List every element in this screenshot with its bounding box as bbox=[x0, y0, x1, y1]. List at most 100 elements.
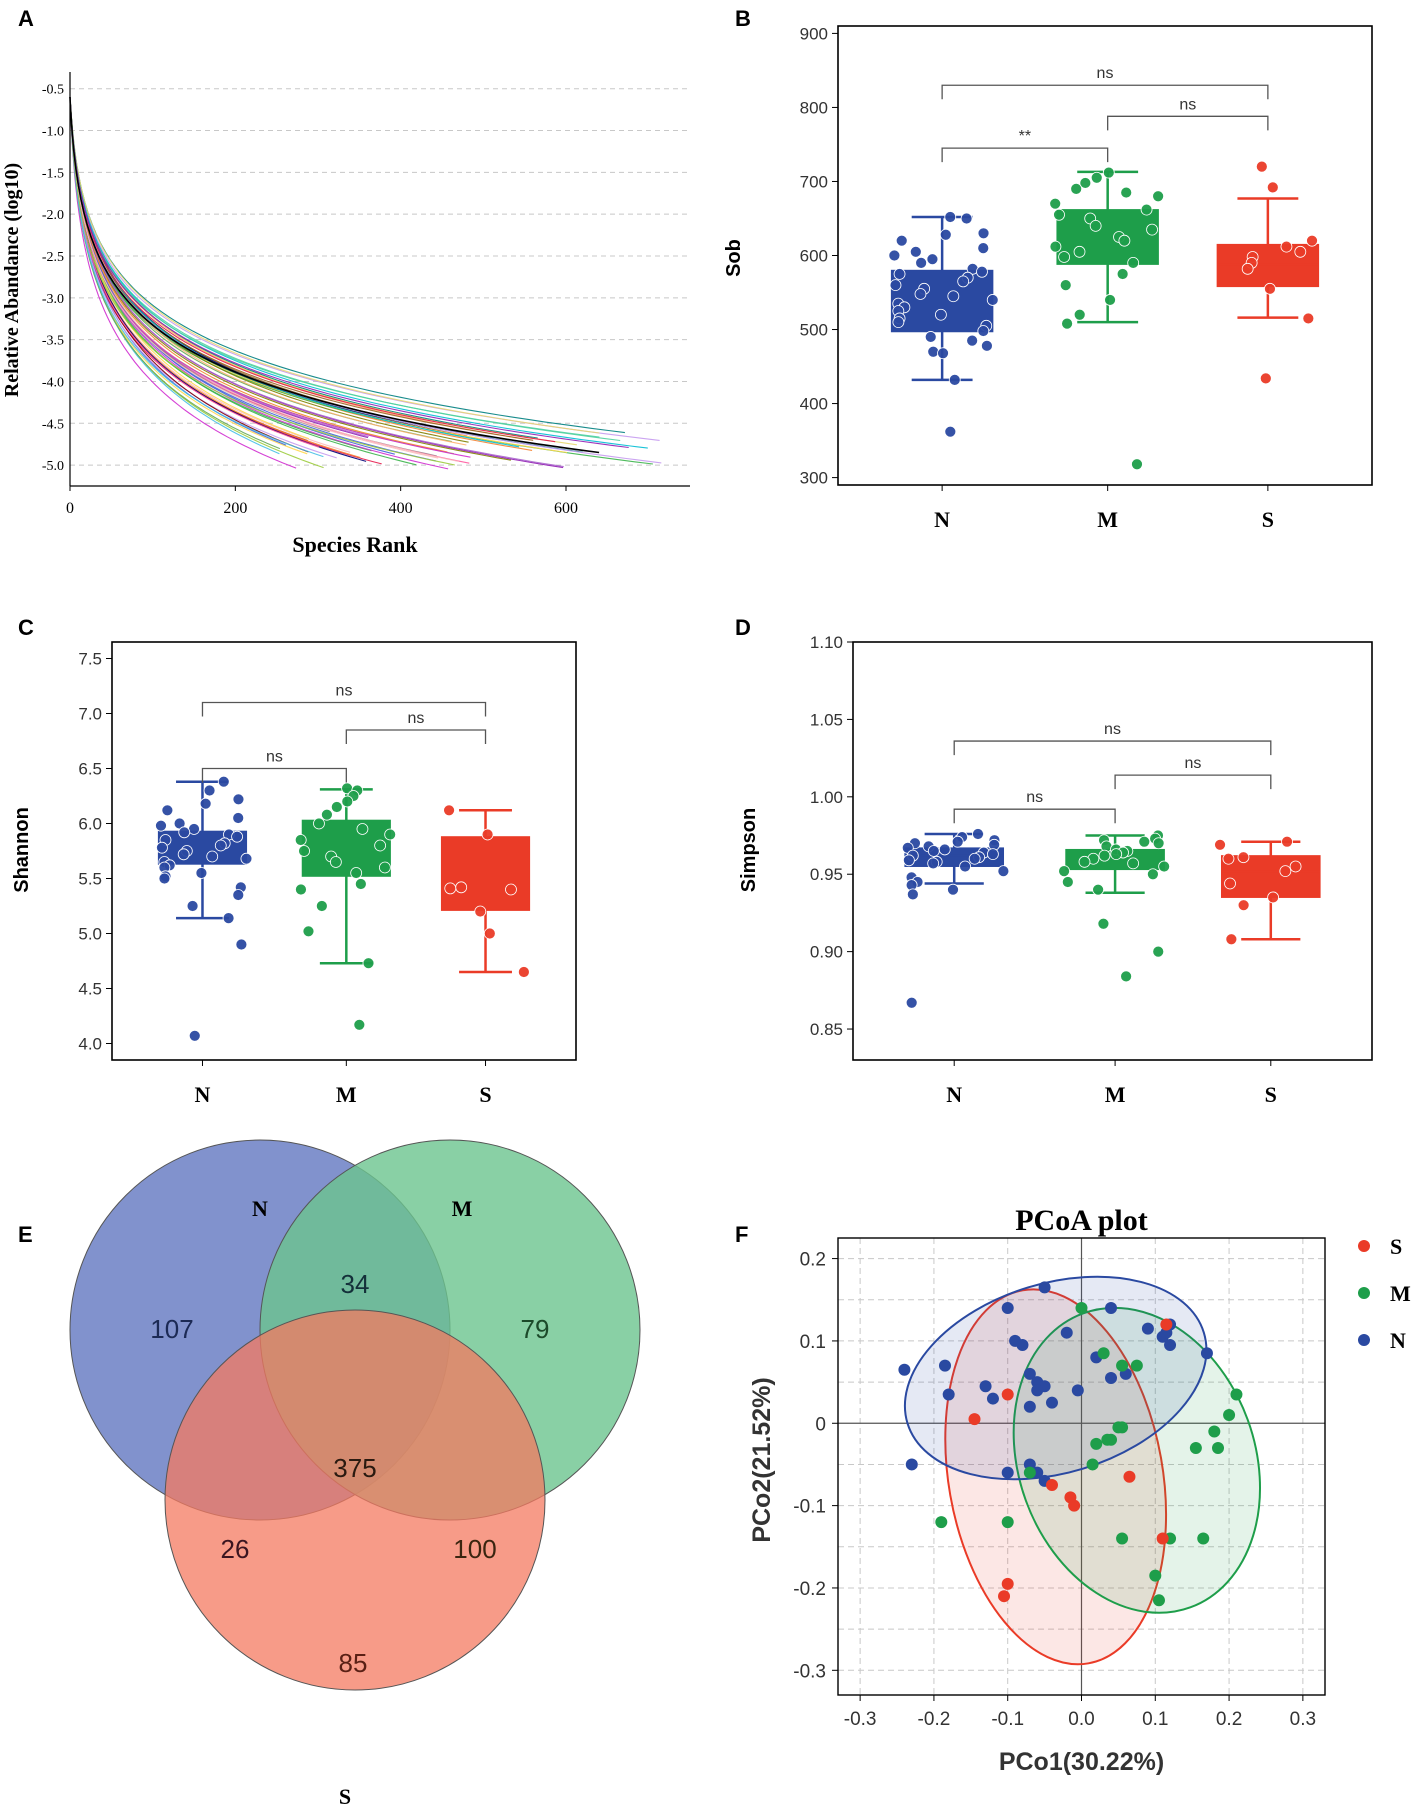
x-tick-label: 0.1 bbox=[1142, 1709, 1168, 1730]
data-point-n bbox=[1023, 1458, 1036, 1471]
y-tick-label: 900 bbox=[800, 24, 828, 43]
y-tick-label: 600 bbox=[800, 247, 828, 266]
abundance-series-line bbox=[69, 97, 417, 466]
data-point-n bbox=[889, 279, 902, 292]
data-point-n bbox=[937, 347, 949, 360]
data-point-m bbox=[1059, 279, 1072, 292]
significance-bracket bbox=[201, 767, 347, 783]
data-point-m bbox=[315, 900, 328, 912]
y-tick-label: -0.5 bbox=[42, 83, 64, 98]
data-point-n bbox=[987, 848, 999, 860]
data-point-n bbox=[1023, 1400, 1036, 1413]
data-point-m bbox=[1158, 860, 1171, 873]
legend-label-n: N bbox=[1390, 1328, 1406, 1353]
abundance-series-line bbox=[69, 97, 653, 465]
y-tick-label: 0.90 bbox=[810, 943, 843, 962]
y-tick-label: -0.2 bbox=[793, 1579, 826, 1600]
data-point-m bbox=[1116, 268, 1129, 280]
data-point-m bbox=[1073, 245, 1086, 258]
data-point-m bbox=[1116, 1359, 1129, 1372]
x-tick-label: S bbox=[479, 1082, 491, 1107]
data-point-m bbox=[1152, 837, 1165, 850]
data-point-s bbox=[444, 882, 457, 895]
x-tick-label: 0.2 bbox=[1216, 1709, 1242, 1730]
significance-label: ns bbox=[266, 749, 283, 766]
data-point-n bbox=[214, 839, 227, 852]
data-point-m bbox=[1023, 1466, 1036, 1479]
venn-count-n-only: 107 bbox=[150, 1314, 193, 1344]
data-point-n bbox=[217, 775, 230, 788]
abundance-series-line bbox=[69, 97, 452, 443]
y-tick-label: -5.0 bbox=[42, 459, 64, 474]
data-point-s bbox=[455, 881, 468, 894]
x-tick-label: 400 bbox=[389, 500, 413, 517]
data-point-m bbox=[1073, 308, 1086, 321]
data-point-n bbox=[195, 867, 208, 879]
significance-bracket bbox=[953, 740, 1272, 756]
data-point-n bbox=[155, 819, 167, 832]
data-point-m bbox=[1070, 182, 1083, 195]
y-tick-label: -1.5 bbox=[42, 166, 64, 181]
y-axis-title: Simpson bbox=[738, 808, 760, 892]
data-point-m bbox=[1001, 1516, 1014, 1529]
abundance-series-line bbox=[69, 97, 439, 459]
data-point-n bbox=[1071, 1384, 1084, 1397]
data-point-n bbox=[951, 835, 964, 848]
data-point-n bbox=[986, 1392, 999, 1405]
data-point-s bbox=[1294, 245, 1307, 258]
venn-count-m-only: 79 bbox=[521, 1314, 550, 1344]
legend-label-s: S bbox=[1390, 1234, 1402, 1259]
y-tick-label: 5.0 bbox=[78, 925, 102, 944]
data-point-n bbox=[977, 242, 990, 254]
data-point-m bbox=[1152, 190, 1165, 203]
panel-letter-d: D bbox=[735, 615, 751, 640]
data-point-m bbox=[1110, 848, 1123, 860]
data-point-m bbox=[1118, 234, 1131, 247]
data-point-m bbox=[378, 861, 391, 874]
data-point-n bbox=[947, 290, 960, 303]
venn-count-m-s: 100 bbox=[453, 1534, 496, 1564]
data-point-s bbox=[998, 1590, 1011, 1603]
data-point-n bbox=[938, 1359, 951, 1372]
data-point-m bbox=[1079, 177, 1092, 189]
data-point-m bbox=[1223, 1409, 1236, 1422]
abundance-series-line bbox=[69, 97, 629, 449]
data-point-m bbox=[1086, 1458, 1099, 1471]
y-tick-label: -4.0 bbox=[42, 375, 64, 390]
y-tick-label: 4.0 bbox=[78, 1035, 102, 1054]
data-point-n bbox=[977, 227, 990, 240]
data-point-s bbox=[1264, 282, 1276, 295]
significance-label: ns bbox=[1104, 721, 1121, 738]
data-point-s bbox=[1302, 312, 1315, 325]
significance-label: ns bbox=[1184, 755, 1201, 772]
data-point-n bbox=[927, 345, 940, 358]
data-point-m bbox=[298, 845, 310, 857]
data-point-s bbox=[483, 927, 496, 940]
data-point-n bbox=[892, 316, 905, 329]
y-tick-label: 500 bbox=[800, 321, 828, 340]
shannon-boxplot: 4.0 4.5 5.0 5.5 6.0 6.5 7.0 7.5 N M S Shannon ns ns ns bbox=[11, 641, 577, 1107]
data-point-n bbox=[178, 826, 191, 839]
plot-frame bbox=[111, 641, 577, 1061]
venn-count-s-only: 85 bbox=[339, 1648, 368, 1678]
abundance-series-line bbox=[69, 97, 556, 443]
data-point-n bbox=[222, 912, 235, 924]
abundance-series-line bbox=[69, 97, 564, 469]
abundance-series-line bbox=[69, 97, 495, 439]
x-tick-label: N bbox=[946, 1082, 962, 1107]
x-tick-label: 0 bbox=[66, 500, 74, 517]
data-point-n bbox=[927, 845, 940, 857]
data-point-m bbox=[1058, 865, 1071, 878]
box-s bbox=[440, 836, 531, 911]
data-point-m bbox=[356, 823, 369, 835]
significance-bracket bbox=[345, 729, 487, 744]
data-point-m bbox=[1130, 1359, 1143, 1372]
data-point-n bbox=[909, 245, 922, 258]
data-point-n bbox=[934, 308, 947, 321]
data-point-s bbox=[1045, 1479, 1058, 1492]
y-tick-label: 6.0 bbox=[78, 815, 102, 834]
y-tick-label: 0.2 bbox=[800, 1250, 826, 1271]
data-point-n bbox=[947, 883, 959, 896]
data-point-s bbox=[1123, 1470, 1136, 1483]
data-point-n bbox=[905, 1458, 918, 1471]
